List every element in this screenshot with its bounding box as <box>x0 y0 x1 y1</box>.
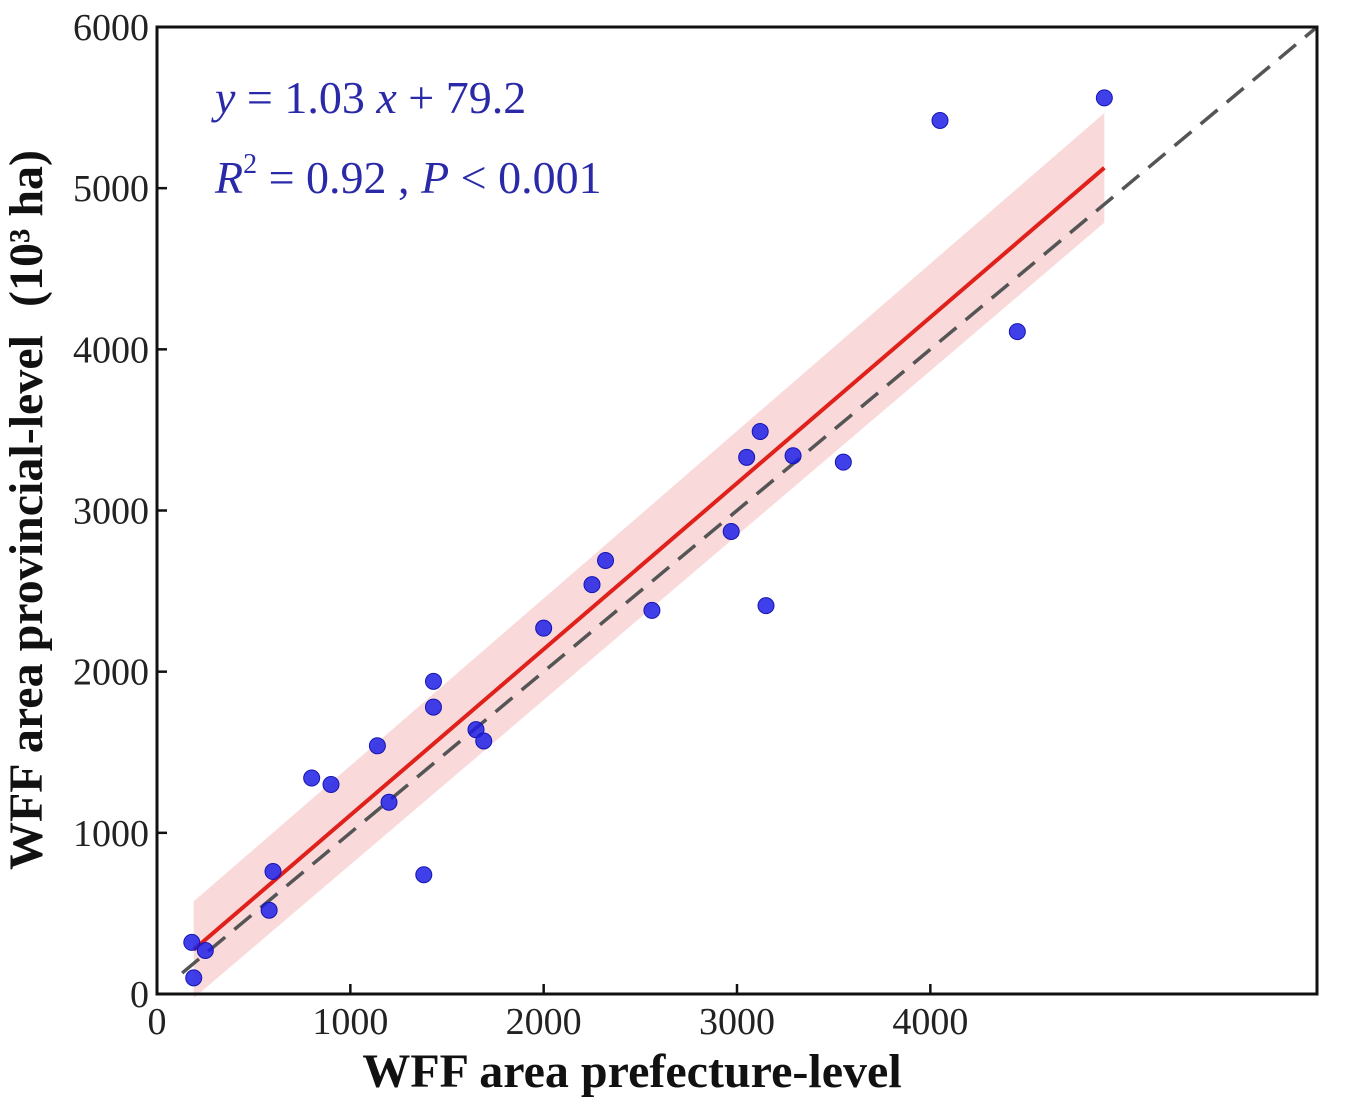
equation-line-1: y = 1.03 x + 79.2 <box>211 72 526 123</box>
y-tick-label: 5000 <box>73 168 149 210</box>
x-tick-label: 4000 <box>892 1001 968 1043</box>
equation-middle: = 1.03 <box>235 72 376 123</box>
data-point <box>643 601 661 619</box>
regression-line <box>192 166 1106 952</box>
p-value: < 0.001 <box>449 152 601 203</box>
data-point <box>424 672 442 690</box>
data-point <box>183 933 201 951</box>
data-point <box>380 793 398 811</box>
p-letter: P <box>420 152 449 203</box>
y-tick-label: 2000 <box>73 652 149 694</box>
x-tick-label: 3000 <box>699 1001 775 1043</box>
axis-ticks-layer: 0 1000 2000 3000 4000 0 1000 2000 3000 4000 5000 60… <box>73 7 968 1043</box>
data-point <box>597 551 615 569</box>
y-tick-label: 1000 <box>73 813 149 855</box>
data-point <box>751 423 769 441</box>
x-tick-label: 1000 <box>312 1001 388 1043</box>
r-squared-exponent: 2 <box>243 149 257 180</box>
y-tick-label: 6000 <box>73 7 149 49</box>
data-point <box>415 866 433 884</box>
y-axis-title-text: WFF area provincial-level <box>0 335 53 870</box>
scatter-points-layer <box>183 89 1113 987</box>
data-point <box>196 941 214 959</box>
data-point <box>535 619 553 637</box>
data-point <box>1008 323 1026 341</box>
data-point <box>738 448 756 466</box>
y-tick-label: 4000 <box>73 329 149 371</box>
x-tick-label: 0 <box>148 1001 167 1043</box>
confidence-band <box>193 113 1105 999</box>
y-tick-label: 3000 <box>73 491 149 533</box>
data-point <box>475 732 493 750</box>
data-point <box>260 901 278 919</box>
equation-tail: + 79.2 <box>397 72 526 123</box>
equation-x-symbol: x <box>375 72 397 123</box>
x-axis-title: WFF area prefecture-level <box>362 1045 901 1098</box>
data-point <box>424 698 442 716</box>
data-point <box>1095 89 1113 107</box>
data-point <box>264 863 282 881</box>
data-point <box>322 775 340 793</box>
data-point <box>185 969 203 987</box>
data-point <box>757 597 775 615</box>
data-point <box>583 576 601 594</box>
fit-line-layer <box>192 166 1106 952</box>
data-point <box>368 737 386 755</box>
equation-line-2: R2 = 0.92 , P < 0.001 <box>214 149 602 203</box>
data-point <box>303 769 321 787</box>
y-axis-title-unit: (10³ ha) <box>0 150 53 307</box>
data-point <box>834 453 852 471</box>
equation-y-symbol: y <box>211 72 236 123</box>
confidence-band-layer <box>193 113 1105 999</box>
identity-line <box>181 25 1319 975</box>
data-point <box>784 447 802 465</box>
data-point <box>931 111 949 129</box>
x-tick-label: 2000 <box>506 1001 582 1043</box>
data-point <box>722 522 740 540</box>
y-axis-title: WFF area provincial-level (10³ ha) <box>0 150 53 870</box>
y-tick-label: 0 <box>130 974 149 1016</box>
r-squared-letter: R <box>214 152 243 203</box>
r-squared-value: = 0.92 , <box>257 152 421 203</box>
identity-line-layer <box>181 25 1319 975</box>
